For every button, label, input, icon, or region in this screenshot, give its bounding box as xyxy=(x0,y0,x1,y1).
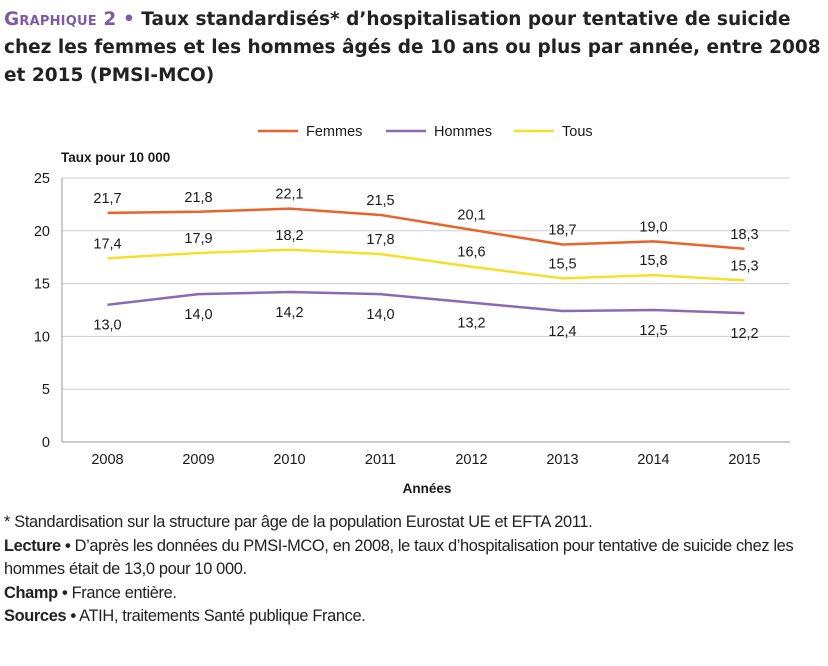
y-tick-20: 20 xyxy=(34,224,50,240)
data-label-tous-2009: 17,9 xyxy=(184,231,212,247)
chart-legend: Femmes Hommes Tous xyxy=(258,124,593,140)
x-tick-labels: 2008 2009 2010 2011 2012 2013 2014 2015 xyxy=(91,452,760,468)
y-axis-label: Taux pour 10 000 xyxy=(61,150,170,165)
y-tick-5: 5 xyxy=(42,382,50,398)
series-line-hommes xyxy=(107,290,745,315)
data-label-hommes-2012: 13,2 xyxy=(457,316,485,332)
data-label-femmes-2009: 21,8 xyxy=(184,190,212,206)
data-label-tous-2014: 15,8 xyxy=(639,253,667,269)
y-tick-25: 25 xyxy=(34,171,50,187)
data-label-femmes-2013: 18,7 xyxy=(548,223,576,239)
data-label-hommes-2014: 12,5 xyxy=(639,323,667,339)
sources-label: Sources xyxy=(4,607,67,625)
x-axis-label: Années xyxy=(403,481,452,496)
sources-note: Sources • ATIH, traitements Santé publiq… xyxy=(4,605,828,629)
data-label-tous-2012: 16,6 xyxy=(457,245,485,261)
champ-text: France entière. xyxy=(71,583,177,602)
data-label-tous-2013: 15,5 xyxy=(548,256,576,272)
y-tick-0: 0 xyxy=(42,435,50,451)
x-tick-2011: 2011 xyxy=(365,452,396,468)
line-chart: Femmes Hommes Tous Taux pour 10 000 0 5 10 15… xyxy=(34,124,790,496)
legend-label-tous: Tous xyxy=(562,124,593,140)
data-label-femmes-2008: 21,7 xyxy=(93,191,121,207)
data-label-hommes-2015: 12,2 xyxy=(730,326,758,342)
data-label-hommes-2011: 14,0 xyxy=(366,307,394,323)
x-tick-2013: 2013 xyxy=(546,452,578,468)
sources-separator: • xyxy=(70,607,76,625)
lecture-text: D’après les données du PMSI-MCO, en 2008… xyxy=(4,536,794,579)
data-label-tous-2015: 15,3 xyxy=(730,258,758,274)
data-label-tous-2008: 17,4 xyxy=(93,236,121,252)
x-tick-2010: 2010 xyxy=(273,452,305,468)
lecture-note: Lecture • D’après les données du PMSI-MC… xyxy=(4,535,828,582)
data-label-femmes-2012: 20,1 xyxy=(457,208,485,224)
lecture-separator: • xyxy=(64,536,71,555)
data-label-hommes-2013: 12,4 xyxy=(548,324,576,340)
data-label-femmes-2014: 19,0 xyxy=(639,219,667,235)
data-labels: 21,7 21,8 22,1 21,5 20,1 18,7 19,0 18,3 13,0 14,0… xyxy=(93,187,758,343)
grid-lines xyxy=(61,177,790,443)
series-lines xyxy=(107,207,745,315)
x-tick-2014: 2014 xyxy=(637,452,669,468)
data-label-hommes-2008: 13,0 xyxy=(93,318,121,334)
title-bullet: • xyxy=(122,9,135,30)
champ-note: Champ • France entière. xyxy=(4,582,828,606)
y-tick-labels: 0 5 10 15 20 25 xyxy=(34,171,50,451)
x-tick-2015: 2015 xyxy=(728,452,760,468)
data-label-femmes-2011: 21,5 xyxy=(366,193,394,209)
series-line-femmes xyxy=(107,207,745,250)
champ-separator: • xyxy=(62,583,68,602)
champ-label: Champ xyxy=(4,583,58,602)
data-label-tous-2010: 18,2 xyxy=(275,228,303,244)
x-tick-2009: 2009 xyxy=(182,452,214,468)
data-label-femmes-2010: 22,1 xyxy=(275,187,303,203)
data-label-hommes-2010: 14,2 xyxy=(275,305,303,321)
legend-label-femmes: Femmes xyxy=(306,124,362,140)
y-tick-15: 15 xyxy=(34,277,50,293)
series-line-tous xyxy=(107,248,745,282)
x-tick-2012: 2012 xyxy=(455,452,487,468)
chart-notes: * Standardisation sur la structure par â… xyxy=(4,511,828,629)
graph-number-label: Graphique 2 xyxy=(4,9,117,30)
footnote: * Standardisation sur la structure par â… xyxy=(4,513,593,531)
y-tick-10: 10 xyxy=(34,329,50,345)
legend-label-hommes: Hommes xyxy=(434,124,492,140)
lecture-label: Lecture xyxy=(4,536,61,555)
data-label-femmes-2015: 18,3 xyxy=(730,227,758,243)
data-label-tous-2011: 17,8 xyxy=(366,232,394,248)
title-text: Taux standardisés* d’hospitalisation pou… xyxy=(4,9,821,86)
data-label-hommes-2009: 14,0 xyxy=(184,307,212,323)
chart-title: Graphique 2 • Taux standardisés* d’hospi… xyxy=(4,6,824,90)
sources-text: ATIH, traitements Santé publique France. xyxy=(79,607,366,625)
x-tick-2008: 2008 xyxy=(91,452,123,468)
